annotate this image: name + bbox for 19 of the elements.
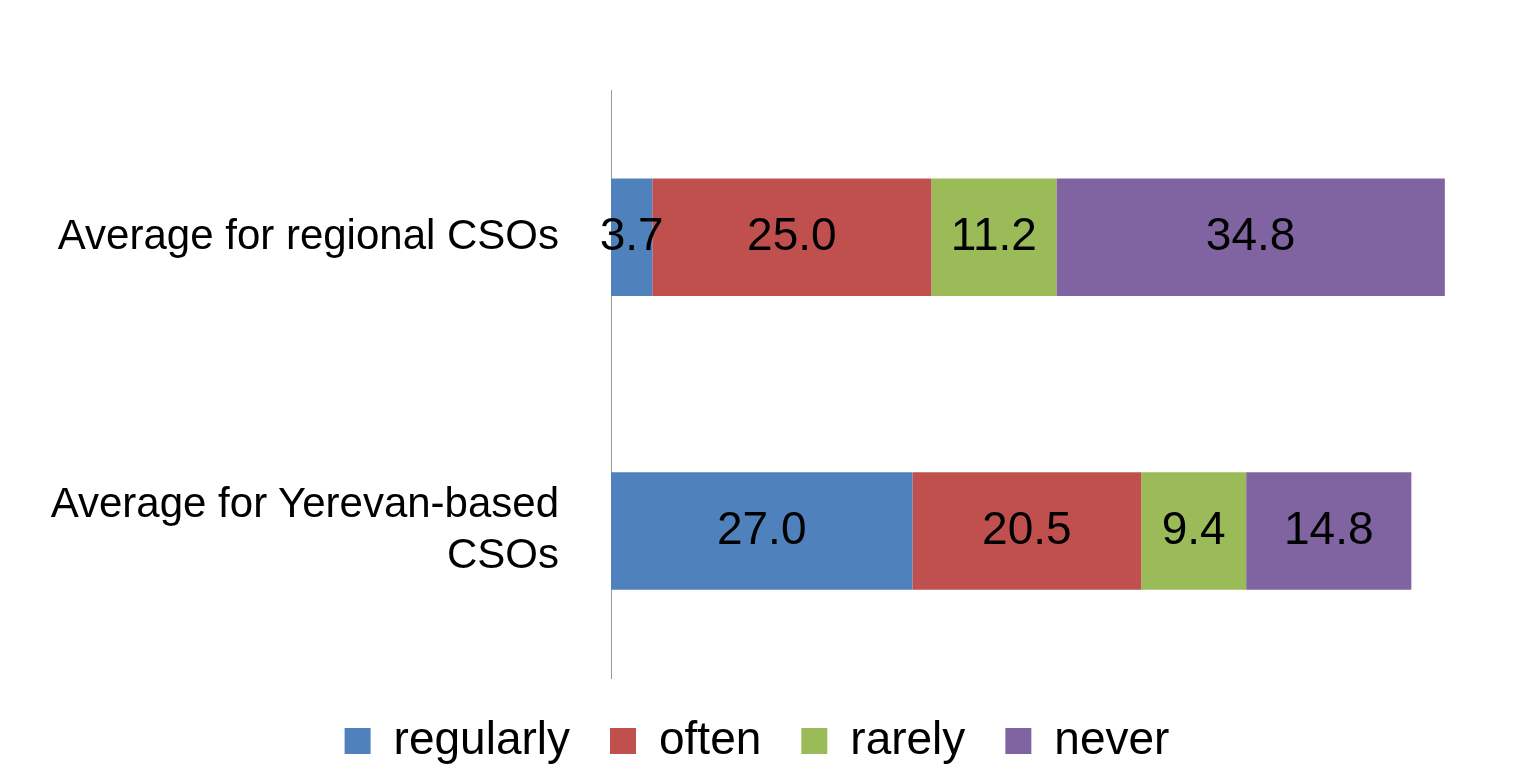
data-label: 25.0 xyxy=(747,207,837,260)
data-label: 9.4 xyxy=(1161,501,1226,554)
bar xyxy=(931,178,1057,297)
legend-label: never xyxy=(1054,711,1170,764)
data-label: 34.8 xyxy=(1205,207,1296,260)
legend-label: rarely xyxy=(850,711,966,764)
data-label: 20.5 xyxy=(982,501,1072,554)
bar xyxy=(1056,178,1445,297)
y-tick-label: Average for regional CSOs xyxy=(57,210,560,258)
bar xyxy=(1246,472,1412,590)
legend-label: regularly xyxy=(393,711,571,764)
bar xyxy=(1141,472,1247,590)
data-label: 11.2 xyxy=(950,207,1037,260)
data-label: 14.8 xyxy=(1283,501,1374,554)
bar xyxy=(611,472,913,590)
data-label: 27.0 xyxy=(716,501,807,554)
legend-label: often xyxy=(659,711,762,764)
bar xyxy=(912,472,1142,590)
y-tick-label: Average for Yerevan-based CSOs xyxy=(50,479,560,577)
